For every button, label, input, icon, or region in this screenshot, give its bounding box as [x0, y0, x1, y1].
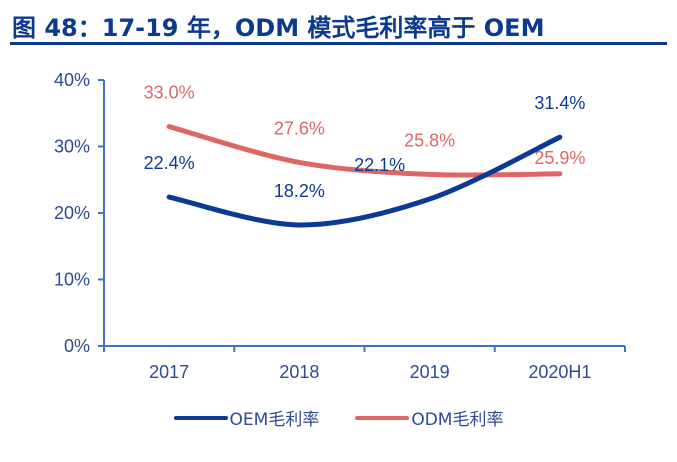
legend-swatch-oem	[173, 415, 228, 420]
legend-item-oem: OEM毛利率	[173, 405, 320, 430]
data-label-oem: 22.1%	[354, 155, 405, 175]
y-tick-label: 10%	[54, 270, 90, 290]
data-label-odm: 33.0%	[144, 83, 195, 103]
data-label-oem: 18.2%	[274, 181, 325, 201]
x-tick-label: 2018	[279, 362, 319, 382]
y-tick-label: 0%	[64, 336, 90, 356]
data-label-odm: 25.9%	[534, 148, 585, 168]
y-tick-label: 40%	[54, 70, 90, 90]
series-line-odm	[166, 124, 563, 178]
y-tick-label: 20%	[54, 203, 90, 223]
x-tick-label: 2017	[149, 362, 189, 382]
legend-item-odm: ODM毛利率	[355, 405, 503, 430]
legend-label-odm: ODM毛利率	[411, 410, 504, 430]
line-chart: 0% 10% 20% 30% 40% 2017 2018 2019 2020H1 33.0% 27.…	[54, 70, 626, 382]
y-tick-label: 30%	[54, 137, 90, 157]
x-tick-label: 2019	[410, 362, 450, 382]
legend-swatch-odm	[355, 415, 410, 420]
series-line-oem	[166, 134, 563, 228]
chart-title: 图 48：17-19 年，ODM 模式毛利率高于 OEM	[12, 14, 545, 42]
data-label-oem: 22.4%	[144, 153, 195, 173]
x-tick-label: 2020H1	[528, 362, 591, 382]
legend-label-oem: OEM毛利率	[229, 410, 320, 430]
title-underline	[10, 42, 667, 45]
data-label-odm: 27.6%	[274, 118, 325, 138]
data-label-oem: 31.4%	[534, 93, 585, 113]
data-label-odm: 25.8%	[404, 130, 455, 150]
legend: OEM毛利率 ODM毛利率	[0, 405, 677, 430]
